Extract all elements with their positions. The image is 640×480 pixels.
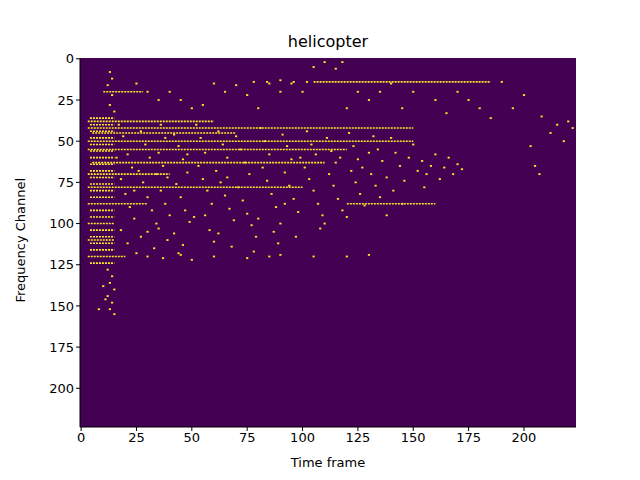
svg-text:75: 75 [57, 175, 74, 190]
svg-text:0: 0 [77, 430, 85, 445]
svg-text:100: 100 [290, 430, 315, 445]
svg-text:200: 200 [49, 381, 74, 396]
svg-text:50: 50 [184, 430, 201, 445]
svg-text:75: 75 [239, 430, 256, 445]
svg-text:125: 125 [49, 257, 74, 272]
svg-text:100: 100 [49, 216, 74, 231]
svg-text:175: 175 [456, 430, 481, 445]
svg-text:150: 150 [49, 299, 74, 314]
html-text:helicopter: helicopter [287, 32, 369, 51]
svg-text:Time frame: Time frame [290, 455, 366, 470]
svg-text:Frequency Channel: Frequency Channel [13, 178, 28, 303]
svg-text:175: 175 [49, 340, 74, 355]
svg-text:50: 50 [57, 134, 74, 149]
svg-text:25: 25 [57, 93, 74, 108]
svg-text:0: 0 [66, 51, 74, 66]
svg-text:125: 125 [345, 430, 370, 445]
svg-text:25: 25 [128, 430, 145, 445]
svg-text:150: 150 [401, 430, 426, 445]
svg-text:200: 200 [512, 430, 537, 445]
